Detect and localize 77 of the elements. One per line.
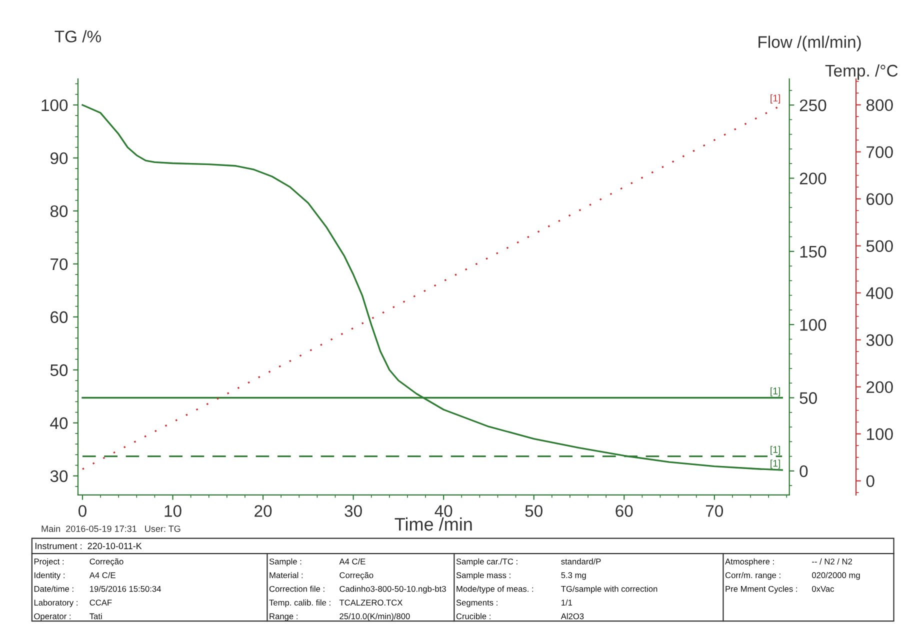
y2-tick-label: 250 <box>800 99 826 112</box>
text: Date/time : <box>34 586 74 592</box>
text: Tati <box>90 613 102 620</box>
text: Correção <box>90 558 124 566</box>
text: A4 C/E <box>339 558 366 564</box>
text: Corr/m. range : <box>725 572 780 580</box>
y2-tick-label: 100 <box>800 318 826 331</box>
text: CCAF <box>90 600 112 606</box>
text: Identity : <box>34 572 64 580</box>
y-tick-label: 30 <box>50 470 68 482</box>
text: Segments : <box>456 600 498 608</box>
x-tick-label: 50 <box>525 505 542 517</box>
text: Correção <box>340 572 374 580</box>
text: Instrument : 220-10-011-K <box>35 542 142 550</box>
x-axis-title: Time /min <box>394 517 472 531</box>
text: 5.3 mg <box>561 572 586 580</box>
text: 19/5/2016 15:50:34 <box>90 586 161 592</box>
y2-tick-label: 150 <box>800 246 826 258</box>
text: TCALZERO.TCX <box>339 600 403 606</box>
y3-axis-title: Temp. /°C <box>825 64 898 80</box>
annotation: [1] <box>770 94 780 104</box>
y3-tick-label: 800 <box>866 99 893 112</box>
text: 020/2000 mg <box>812 572 860 580</box>
y-tick-label: 50 <box>50 364 68 376</box>
text: Al2O3 <box>560 613 584 620</box>
y3-tick-label: 600 <box>866 193 893 206</box>
text: Correction file : <box>269 586 324 592</box>
text: Material : <box>270 572 303 578</box>
text: 25/10.0(K/min)/800 <box>340 613 410 621</box>
text: TG/sample with correction <box>561 586 658 594</box>
text: Operator : <box>34 613 70 621</box>
text: Pre Mment Cycles : <box>726 586 797 594</box>
text: 0xVac <box>812 586 834 592</box>
y2-tick-label: 0 <box>800 465 808 478</box>
y2-axis-title: Flow /(ml/min) <box>758 36 861 52</box>
x-tick-label: 60 <box>616 505 633 517</box>
text: standard/P <box>561 558 601 564</box>
text: Mode/type of meas. : <box>456 586 534 594</box>
x-tick-label: 10 <box>164 505 182 517</box>
annotation: [1] <box>770 387 780 396</box>
text: Cadinho3-800-50-10.ngb-bt3 <box>340 586 446 594</box>
text: Main 2016-05-19 17:31 User: TG <box>42 525 180 532</box>
y3-tick-label: 500 <box>866 240 893 252</box>
y-tick-label: 80 <box>50 205 68 218</box>
y3-tick-label: 700 <box>866 146 893 158</box>
y3-tick-label: 400 <box>866 287 893 300</box>
annotation: [1] <box>770 446 780 455</box>
text: Temp. calib. file : <box>269 599 330 608</box>
text: Crucible : <box>456 613 490 620</box>
y-tick-label: 70 <box>50 258 68 270</box>
text: Project : <box>34 558 64 566</box>
y2-tick-label: 50 <box>800 392 817 404</box>
y-axis-title: TG /% <box>54 30 101 42</box>
y3-tick-label: 100 <box>866 428 893 440</box>
text: Sample car./TC : <box>456 558 518 566</box>
y-tick-label: 60 <box>50 311 68 324</box>
y3-tick-label: 300 <box>866 334 893 346</box>
y3-tick-label: 200 <box>866 381 893 394</box>
y3-tick-label: 0 <box>866 475 874 488</box>
text: Sample : <box>269 558 302 566</box>
y-tick-label: 90 <box>50 152 68 164</box>
y2-tick-label: 200 <box>800 172 826 184</box>
text: Atmosphere : <box>725 558 774 566</box>
text: -- / N2 / N2 <box>812 558 852 564</box>
x-tick-label: 70 <box>706 505 724 517</box>
text: 1/1 <box>562 599 572 606</box>
y-tick-label: 40 <box>50 417 68 430</box>
text: Range : <box>270 613 298 621</box>
x-tick-label: 0 <box>78 505 86 517</box>
text: A4 C/E <box>89 572 116 578</box>
text: Laboratory : <box>34 599 78 608</box>
x-tick-label: 30 <box>344 505 362 517</box>
y-tick-label: 100 <box>42 99 68 112</box>
annotation: [1] <box>770 460 780 469</box>
x-tick-label: 20 <box>254 505 272 517</box>
text: Sample mass : <box>456 572 510 580</box>
x-tick-label: 40 <box>434 505 452 517</box>
